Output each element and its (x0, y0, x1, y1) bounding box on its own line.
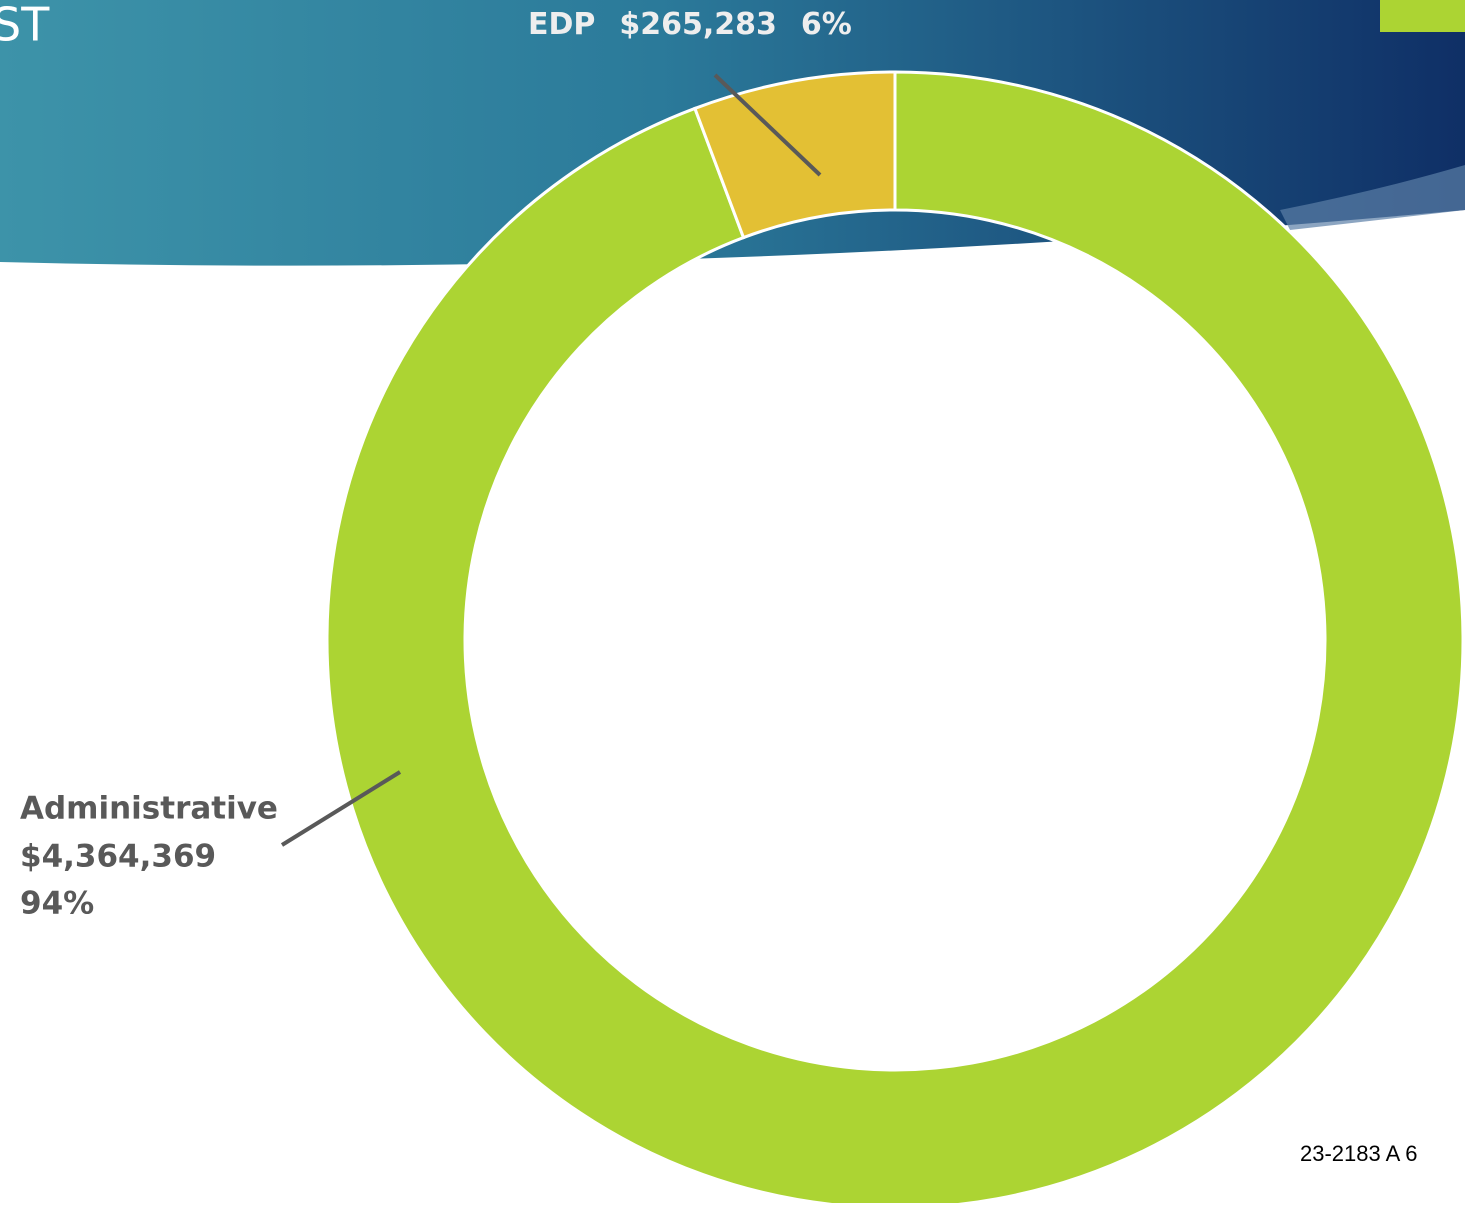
leader-line (713, 73, 822, 177)
value-label: $4,364,369 (20, 839, 216, 875)
category-label: Administrative (20, 791, 278, 827)
donut (325, 70, 1465, 1207)
category-label: EDP (528, 7, 595, 42)
percent-label: 6% (801, 7, 852, 42)
value-label: $265,283 (619, 7, 777, 42)
donut-slice (325, 70, 1465, 1207)
leader-line (280, 770, 402, 847)
footer: 23-2183 A 6 (1300, 1141, 1417, 1166)
donut-slice (692, 70, 897, 240)
percent-label: 94% (20, 886, 94, 922)
legend-swatch (1380, 0, 1465, 32)
data-label: EDP $265,283 6% (528, 7, 852, 42)
banner-stripe (1280, 165, 1465, 230)
slide-title: ST (0, 0, 50, 52)
